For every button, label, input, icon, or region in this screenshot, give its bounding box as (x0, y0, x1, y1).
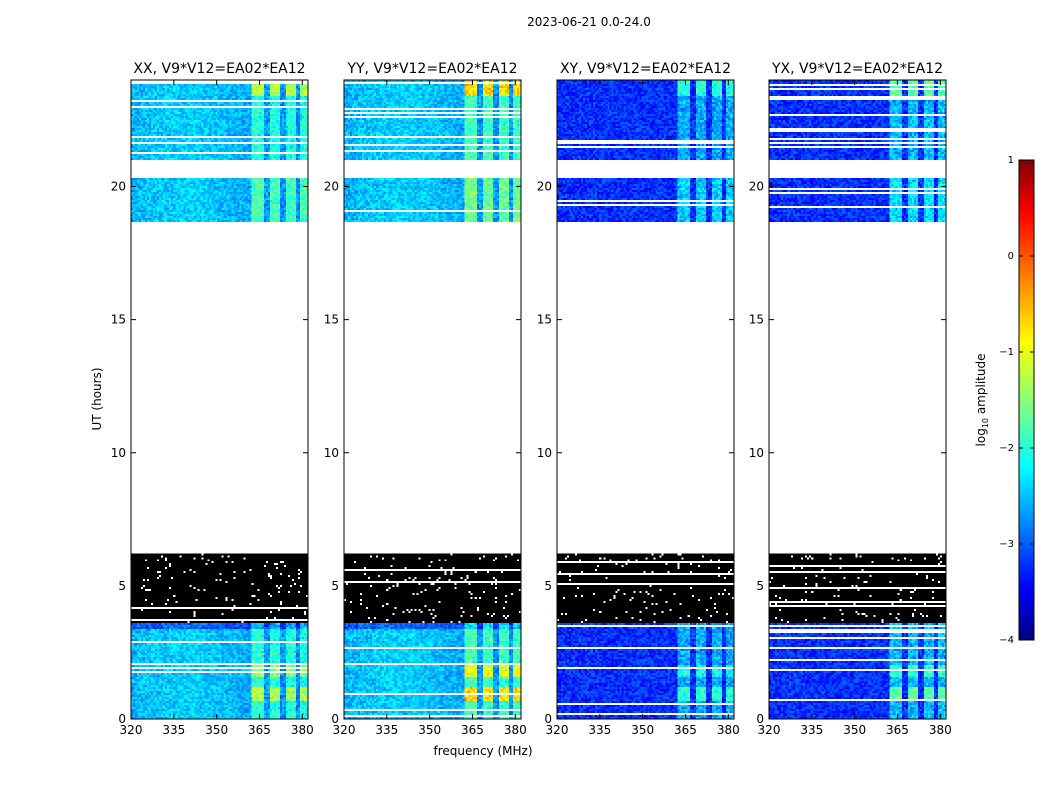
x-tick-label: 365 (248, 723, 271, 737)
y-tick-label: 15 (324, 313, 339, 327)
y-tick-label: 10 (111, 446, 126, 460)
panel-yx: YX, V9*V12=EA02*EA12 320 335 350 365 380 0 5 10 1… (749, 61, 952, 737)
panel-xy: XY, V9*V12=EA02*EA12 320 335 350 365 380 0 5 10 1… (537, 61, 740, 737)
x-tick-label: 380 (291, 723, 314, 737)
x-tick-label: 380 (717, 723, 740, 737)
y-tick-label: 0 (544, 712, 552, 726)
y-tick-label: 20 (111, 180, 126, 194)
y-tick-label: 20 (537, 180, 552, 194)
y-tick-label: 0 (756, 712, 764, 726)
x-tick-label: 350 (418, 723, 441, 737)
colorbar-tick-label: 0 (1008, 251, 1014, 262)
colorbar-tick-label: 1 (1008, 155, 1014, 166)
x-tick-label: 320 (333, 723, 356, 737)
y-tick-label: 10 (537, 446, 552, 460)
panels: XX, V9*V12=EA02*EA12 320 335 350 365 380 0 5 10 1… (111, 61, 952, 737)
y-tick-label: 5 (756, 579, 764, 593)
x-axis-label: frequency (MHz) (433, 744, 532, 758)
panel-title: YX, V9*V12=EA02*EA12 (771, 61, 943, 77)
colorbar: 10−1−2−3−4 log10 amplitude (974, 155, 1035, 646)
colorbar-tick-label: −2 (999, 443, 1014, 454)
x-tick-label: 320 (758, 723, 781, 737)
y-tick-label: 20 (324, 180, 339, 194)
y-tick-label: 5 (118, 579, 126, 593)
x-tick-label: 320 (120, 723, 143, 737)
panel-frame (556, 79, 735, 720)
x-tick-label: 320 (546, 723, 569, 737)
panel-title: YY, V9*V12=EA02*EA12 (346, 61, 517, 77)
x-tick-label: 350 (843, 723, 866, 737)
heatmap-image (557, 80, 734, 719)
x-tick-label: 350 (631, 723, 654, 737)
colorbar-tick-label: −4 (999, 635, 1014, 646)
panel-title: XY, V9*V12=EA02*EA12 (560, 61, 731, 77)
x-tick-label: 365 (461, 723, 484, 737)
panel-yy: YY, V9*V12=EA02*EA12 320 335 350 365 380 0 5 10 1… (324, 61, 527, 737)
x-tick-label: 335 (800, 723, 823, 737)
colorbar-tick-label: −1 (999, 347, 1014, 358)
y-tick-label: 10 (324, 446, 339, 460)
x-tick-label: 335 (162, 723, 185, 737)
panel-frame (343, 79, 522, 720)
x-tick-label: 380 (504, 723, 527, 737)
y-tick-label: 15 (749, 313, 764, 327)
x-tick-label: 380 (929, 723, 952, 737)
x-tick-label: 335 (375, 723, 398, 737)
x-tick-label: 335 (588, 723, 611, 737)
y-tick-label: 20 (749, 180, 764, 194)
colorbar-ticks: 1 0 −1 −2 −3 −4 (999, 155, 1034, 646)
y-tick-label: 15 (537, 313, 552, 327)
colorbar-label-suffix: amplitude (974, 354, 988, 418)
colorbar-gradient (1018, 159, 1035, 641)
y-tick-label: 15 (111, 313, 126, 327)
x-tick-label: 365 (886, 723, 909, 737)
y-tick-label: 5 (331, 579, 339, 593)
colorbar-label: log10 amplitude (974, 354, 990, 447)
x-tick-label: 365 (674, 723, 697, 737)
panel-frame (130, 79, 309, 720)
panel-xx: XX, V9*V12=EA02*EA12 320 335 350 365 380 0 5 10 1… (111, 61, 314, 737)
chart-title: 2023-06-21 0.0-24.0 (527, 15, 651, 29)
y-tick-label: 10 (749, 446, 764, 460)
y-axis-label: UT (hours) (90, 367, 104, 430)
y-tick-label: 5 (544, 579, 552, 593)
heatmap-image (131, 80, 308, 719)
colorbar-tick-label: −3 (999, 539, 1014, 550)
y-tick-label: 0 (331, 712, 339, 726)
x-tick-label: 350 (205, 723, 228, 737)
y-tick-label: 0 (118, 712, 126, 726)
heatmap-image (344, 80, 521, 719)
panel-frame (768, 79, 947, 720)
heatmap-image (769, 80, 946, 719)
panel-title: XX, V9*V12=EA02*EA12 (133, 61, 305, 77)
colorbar-label-subscript: 10 (981, 418, 990, 428)
